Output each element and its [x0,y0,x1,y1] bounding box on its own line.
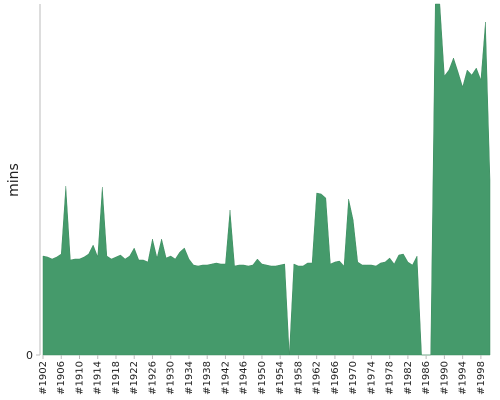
x-tick-label: #1946 [239,361,250,395]
x-tick-label: #1970 [348,361,359,395]
x-tick-label: #1942 [220,361,231,395]
x-tick-label: #1922 [129,361,140,395]
x-tick-label: #1998 [476,361,487,395]
y-tick-label: 0 [26,349,33,362]
x-tick-label: #1910 [74,361,85,395]
x-tick-label: #1930 [166,361,177,395]
x-tick-label: #1954 [275,361,286,395]
x-tick-label: #1918 [111,361,122,395]
x-tick-label: #1914 [93,361,104,395]
x-tick-label: #1974 [366,361,377,395]
x-tick-label: #1950 [257,361,268,395]
x-tick-label: #1994 [458,361,469,395]
x-tick-label: #1978 [385,361,396,395]
x-tick-label: #1990 [439,361,450,395]
x-tick-label: #1902 [38,361,49,395]
x-tick-label: #1926 [147,361,158,395]
x-tick-label: #1982 [403,361,414,395]
area [42,3,491,356]
x-tick-label: #1962 [312,361,323,395]
x-tick-label: #1966 [330,361,341,395]
x-tick-label: #1906 [56,361,67,395]
x-tick-label: #1958 [293,361,304,395]
y-axis-label: mins [6,163,22,197]
x-tick-label: #1986 [421,361,432,395]
x-tick-label: #1934 [184,361,195,395]
x-tick-label: #1938 [202,361,213,395]
